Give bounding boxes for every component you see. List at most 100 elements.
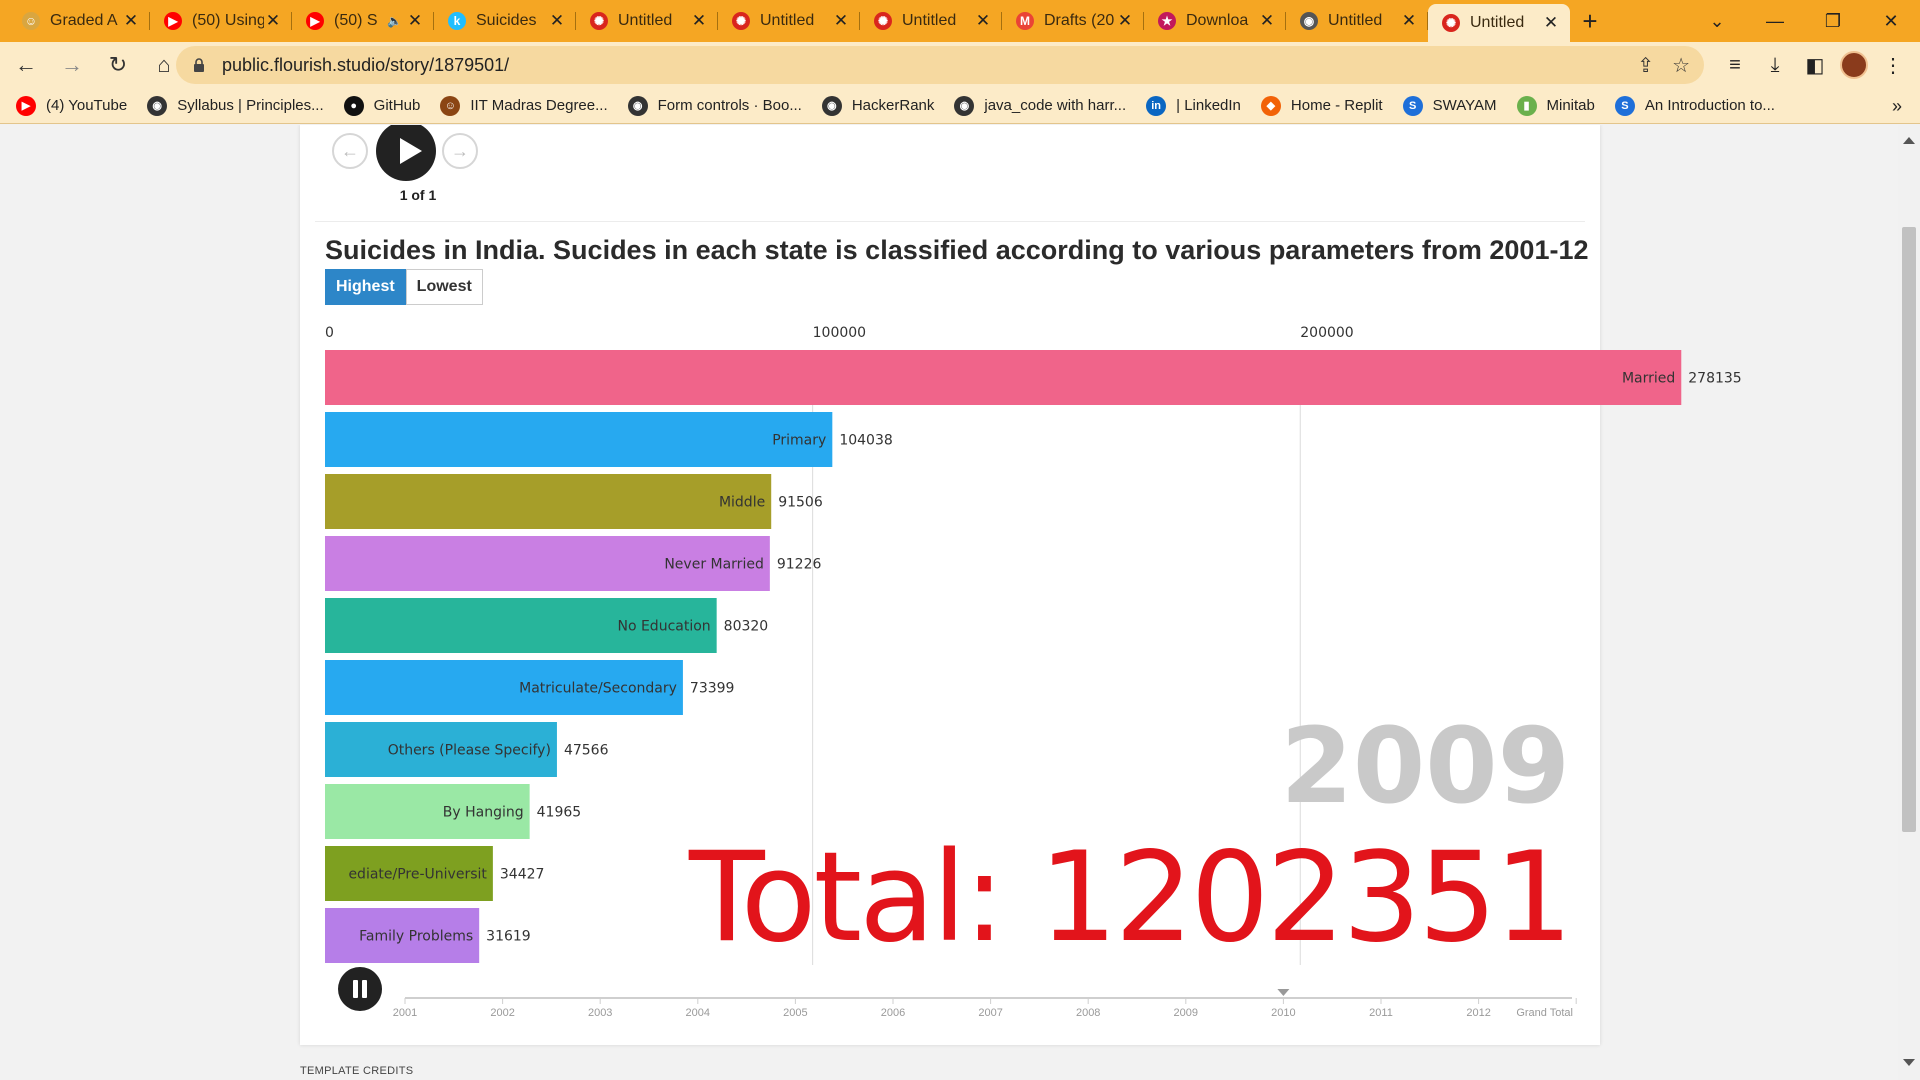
forward-button[interactable]: → [61,52,83,77]
timeline-label: 2012 [1466,1007,1490,1019]
back-button[interactable]: ← [15,52,37,77]
browser-tab[interactable]: ▶ (50) S 🔈 ✕ [292,0,434,42]
globe-icon: ◉ [1300,12,1318,30]
timeline-label: 2007 [978,1007,1002,1019]
bookmark-item[interactable]: ◆ Home - Replit [1260,95,1383,116]
timeline-marker[interactable] [1277,989,1290,996]
bar-value-label: 73399 [690,681,735,697]
close-tab-icon[interactable]: ✕ [1401,11,1417,30]
menu-icon[interactable]: ⋮ [1883,54,1903,77]
flourish-icon: ✺ [590,12,608,30]
lowest-button[interactable]: Lowest [405,269,483,305]
reload-button[interactable]: ↻ [108,52,128,77]
home-button[interactable]: ⌂ [157,52,171,77]
bookmark-label: SWAYAM [1432,97,1497,114]
side-panel-icon[interactable]: ◧ [1805,54,1825,77]
close-tab-icon[interactable]: ✕ [1543,13,1559,32]
page-scrollbar[interactable] [1898,125,1920,1080]
bar-category-label: Middle [719,495,765,511]
download-icon[interactable]: ⤓ [1770,53,1780,76]
browser-tab[interactable]: ✺ Untitled ✕ [576,0,718,42]
bookmark-item[interactable]: ▶ (4) YouTube [16,95,127,116]
bookmark-item[interactable]: ◉ java_code with harr... [954,95,1126,116]
bar-category-label: ediate/Pre-Universit [348,867,487,883]
avatar[interactable] [1840,51,1868,79]
template-credits[interactable]: TEMPLATE CREDITS [300,1065,414,1077]
bar [325,350,1682,405]
share-icon[interactable]: ⇪ [1637,55,1655,77]
bookmark-item[interactable]: in | LinkedIn [1146,95,1241,116]
bookmark-item[interactable]: ● GitHub [343,95,420,116]
close-tab-icon[interactable]: ✕ [1117,11,1133,30]
scroll-up-arrow[interactable] [1903,137,1915,144]
play-button[interactable] [376,125,436,181]
close-tab-icon[interactable]: ✕ [975,11,991,30]
bar-chart-race: 0 100000 200000 2009 Married 278135 Primary 104… [325,325,1742,1019]
tab-search-icon[interactable]: ⌄ [1709,10,1725,31]
close-window-button[interactable]: ✕ [1883,10,1899,31]
bar-category-label: Others (Please Specify) [388,743,551,759]
globe-icon: ◉ [954,95,975,116]
close-tab-icon[interactable]: ✕ [691,11,707,30]
browser-tab[interactable]: ☺ Graded A ✕ [8,0,150,42]
browser-tab[interactable]: ▶ (50) Using ✕ [150,0,292,42]
bookmark-item[interactable]: ◉ HackerRank [821,95,934,116]
close-tab-icon[interactable]: ✕ [549,11,565,30]
bookmark-item[interactable]: S SWAYAM [1402,95,1497,116]
bookmark-item[interactable]: ◉ Syllabus | Principles... [147,95,324,116]
bar [325,598,717,653]
browser-tab[interactable]: ✺ Untitled ✕ [718,0,860,42]
new-tab-button[interactable]: + [1582,5,1598,36]
gmail-icon: M [1016,12,1034,30]
bookmark-label: IIT Madras Degree... [470,97,608,114]
bookmark-item[interactable]: ▮ Minitab [1516,95,1595,116]
flourish-icon: ✺ [1442,14,1460,32]
highest-button[interactable]: Highest [325,269,406,305]
browser-tab[interactable]: M Drafts (20 ✕ [1002,0,1144,42]
minimize-button[interactable]: — [1766,10,1784,31]
bar-value-label: 80320 [724,619,769,635]
bookmark-item[interactable]: ☺ IIT Madras Degree... [440,95,608,116]
bookmark-item[interactable]: ◉ Form controls · Boo... [627,95,802,116]
tabs: ☺ Graded A ✕ ▶ (50) Using ✕ ▶ (50) S 🔈 ✕ k Suicides… [0,0,1570,42]
scroll-down-arrow[interactable] [1903,1059,1915,1066]
pause-button[interactable] [338,967,382,1011]
tab-title: Suicides [476,12,537,29]
total-label: Total: 1202351 [688,826,1570,970]
timeline-label: Grand Total [1516,1007,1573,1019]
timeline-label: 2008 [1076,1007,1100,1019]
timeline-label: 2006 [881,1007,905,1019]
flourish-icon: ✺ [732,12,750,30]
muted-audio-icon[interactable]: 🔈 [387,14,402,28]
browser-tab[interactable]: ✺ Untitled ✕ [860,0,1002,42]
prev-slide-button[interactable]: ← [332,133,368,169]
browser-tab[interactable]: ★ Downloa ✕ [1144,0,1286,42]
close-tab-icon[interactable]: ✕ [833,11,849,30]
iitm-icon: ☺ [440,95,461,116]
browser-tab[interactable]: ✺ Untitled ✕ [1428,4,1570,42]
close-tab-icon[interactable]: ✕ [265,11,281,30]
close-tab-icon[interactable]: ✕ [407,11,423,30]
bookmark-star-icon[interactable]: ☆ [1672,55,1690,77]
chevron-right-icon[interactable]: » [1891,96,1902,116]
bookmark-label: An Introduction to... [1644,97,1775,114]
close-tab-icon[interactable]: ✕ [1259,11,1275,30]
close-tab-icon[interactable]: ✕ [123,11,139,30]
restore-button[interactable]: ❐ [1824,10,1842,31]
bookmark-item[interactable]: S An Introduction to... [1614,95,1775,116]
bar-value-label: 41965 [537,805,582,821]
bar-value-label: 278135 [1688,371,1741,387]
address-bar[interactable]: public.flourish.studio/story/1879501/ ⇪ … [176,46,1704,84]
timeline-label: 2003 [588,1007,612,1019]
media-control-icon[interactable]: ≡ [1729,53,1741,76]
page-viewport: ← → 1 of 1 Suicides in India. Sucides in… [0,125,1920,1080]
browser-tab[interactable]: ◉ Untitled ✕ [1286,0,1428,42]
bar-value-label: 31619 [486,929,531,945]
x-tick-label: 200000 [1300,325,1353,341]
github-icon: ● [343,95,364,116]
browser-tab[interactable]: k Suicides ✕ [434,0,576,42]
lock-icon [194,58,204,72]
linkedin-icon: in [1146,95,1167,116]
scroll-thumb[interactable] [1902,227,1916,832]
next-slide-button[interactable]: → [442,133,478,169]
